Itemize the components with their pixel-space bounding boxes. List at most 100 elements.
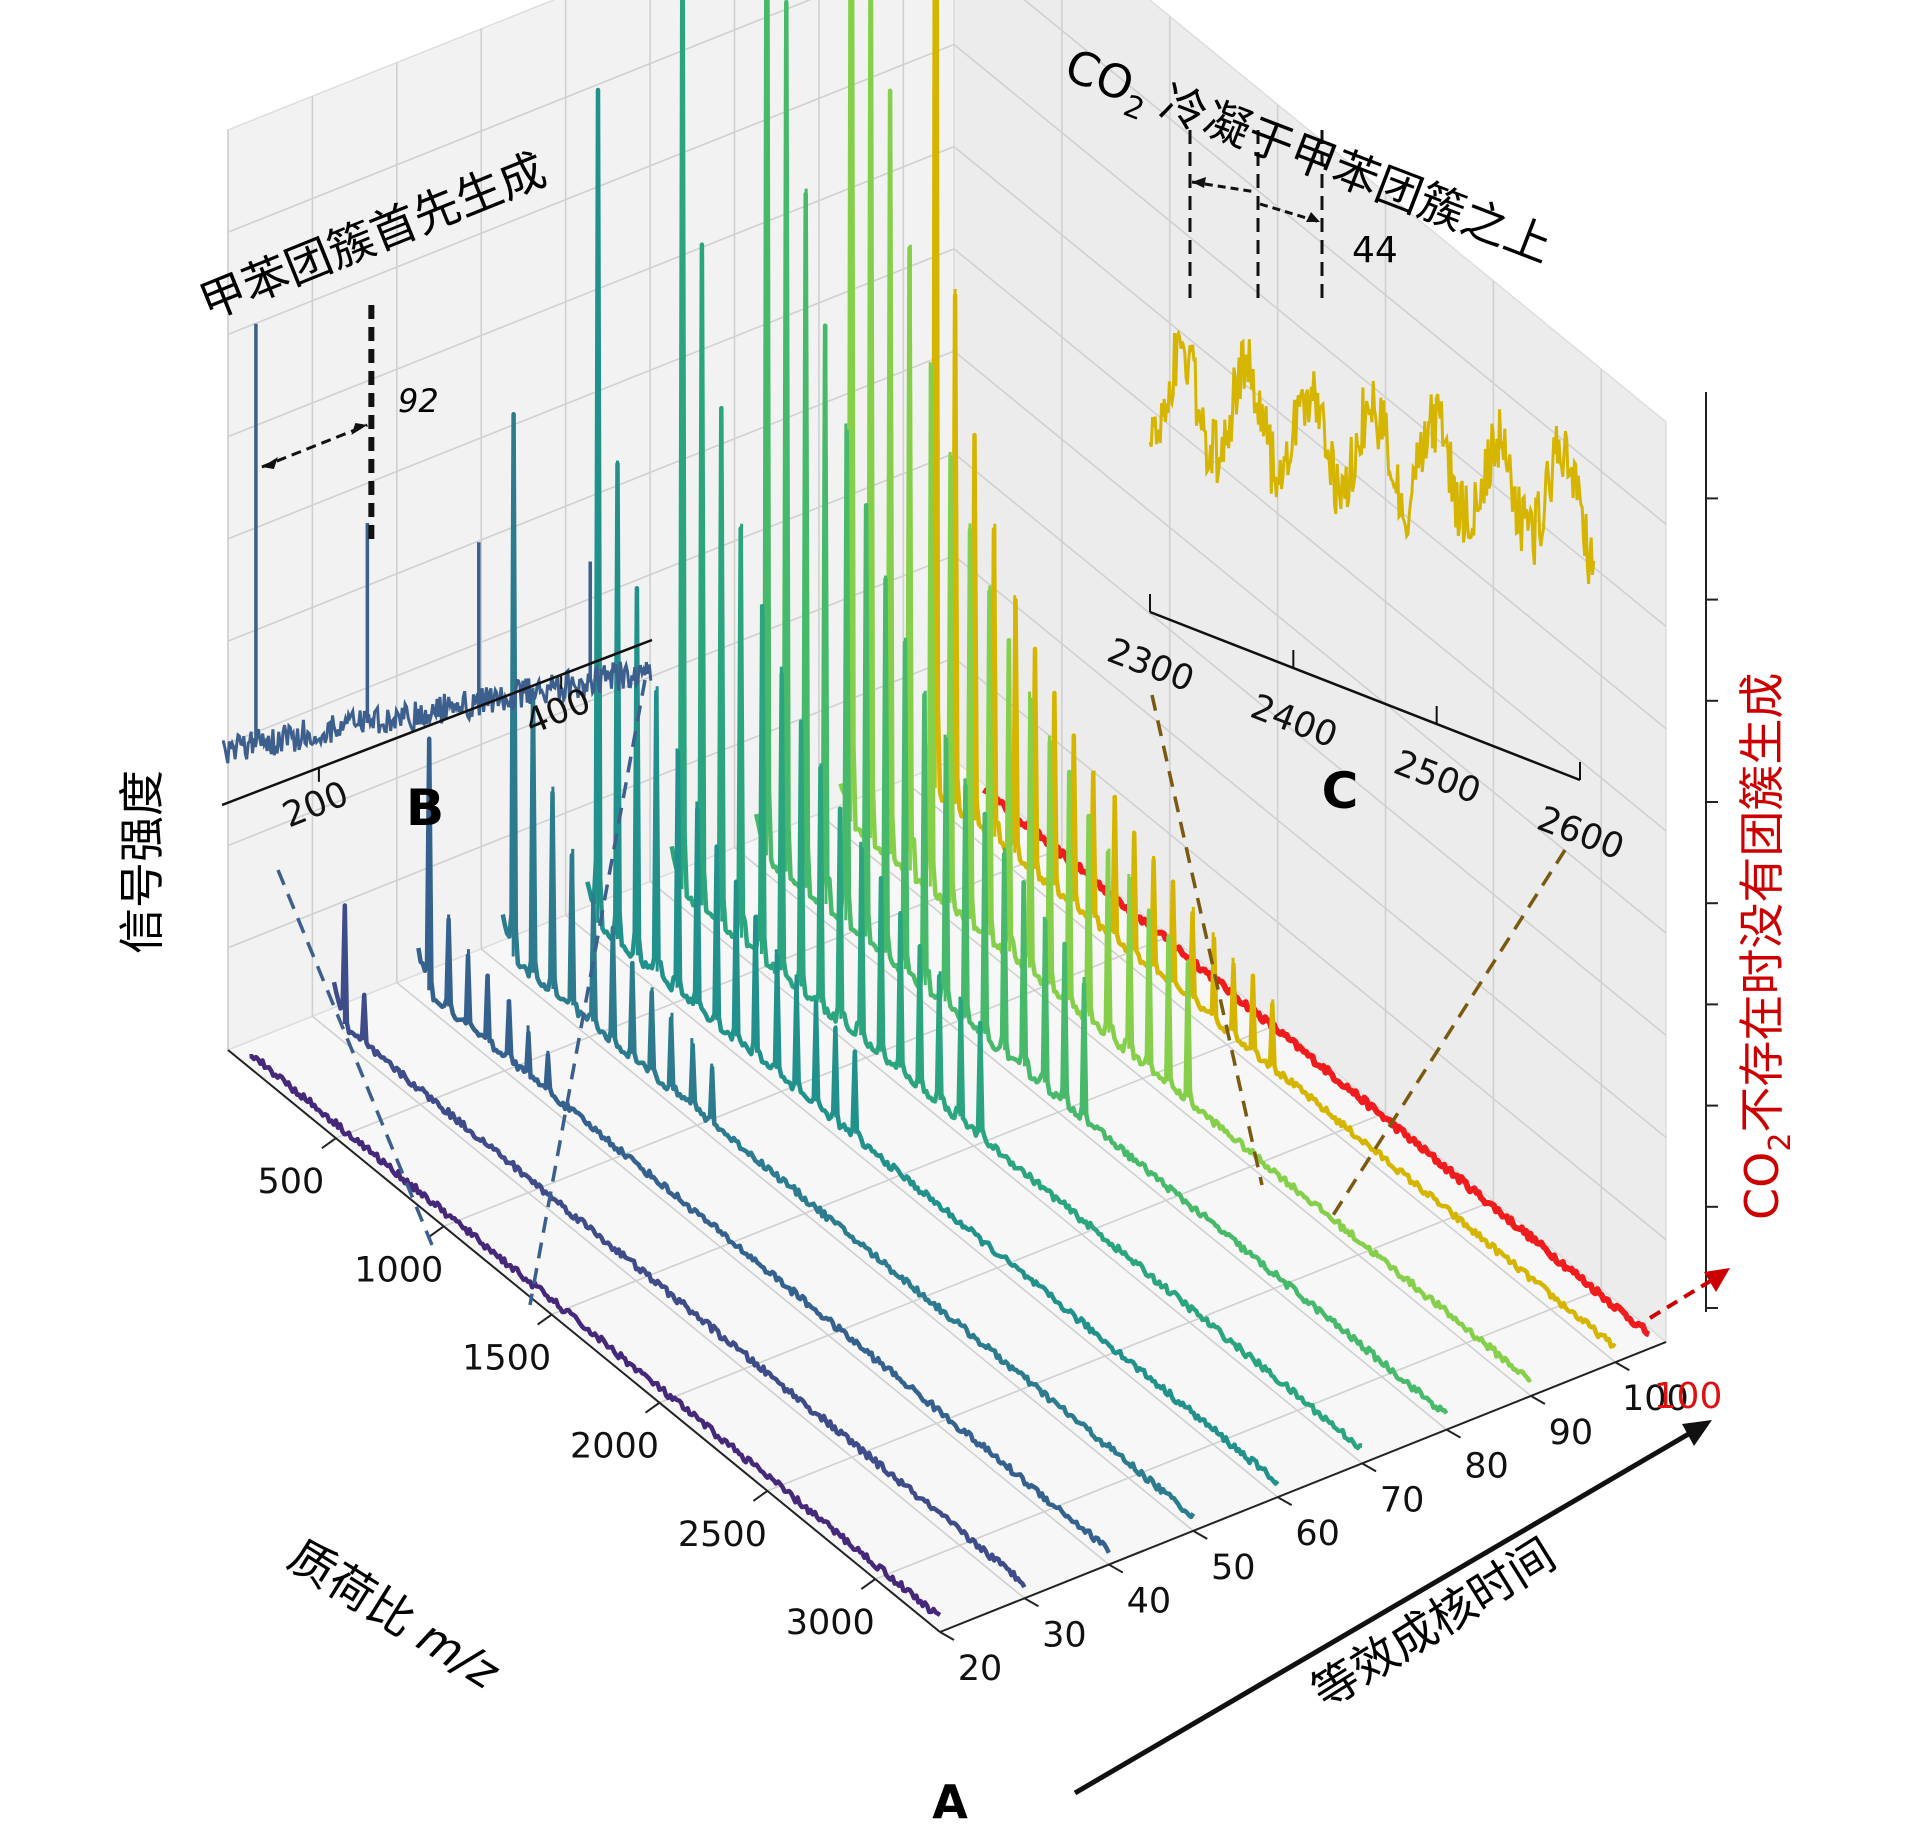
series-t100 — [922, 0, 1617, 1349]
spectrum-line — [249, 1053, 942, 1617]
inset-b-annotation: 92 — [398, 382, 439, 420]
red-annotation: CO2不存在时没有团簇生成 — [1735, 673, 1798, 1220]
gridline-floor — [396, 981, 1110, 1566]
spectrum-line — [500, 411, 1196, 1520]
gridline-left-pane — [227, 248, 955, 540]
series-t40 — [416, 736, 1111, 1554]
axis-ticks: 500 1000 1500 2000 2500 3000 20 30 40 50 60 70 80 90 1… — [227, 392, 1718, 1689]
inset-c-spectrum — [1148, 329, 1596, 584]
gridline-left-pane — [227, 145, 955, 438]
gridline-right-pane — [953, 146, 1667, 730]
series-t70 — [669, 0, 1363, 1451]
x-tick-label: 500 — [257, 1162, 324, 1202]
gridline-left-pane — [227, 0, 812, 233]
series-t30 — [331, 903, 1027, 1589]
y-tick-label: 80 — [1464, 1447, 1509, 1487]
inset-b-axis — [221, 638, 653, 807]
gridline-left-pane — [227, 43, 955, 336]
spectrum-line — [838, 0, 1533, 1383]
y-tick — [1446, 1428, 1462, 1439]
gridline-right-pane — [953, 350, 1667, 934]
y-tick — [1277, 1496, 1293, 1506]
y-tick — [939, 1631, 955, 1641]
gridline-floor — [311, 1015, 1025, 1599]
gridline-left-pane — [227, 554, 955, 847]
x-tick-label: 1000 — [354, 1250, 443, 1290]
y-tick-label: 30 — [1042, 1615, 1087, 1655]
x-tick — [860, 1578, 876, 1590]
x-tick — [429, 1225, 445, 1238]
panel-label-a: A — [932, 1775, 968, 1826]
x-tick — [644, 1401, 661, 1414]
x-axis-line — [227, 1049, 941, 1633]
gridline-right-pane — [953, 248, 1667, 832]
series-t90 — [838, 0, 1533, 1383]
spectrum-line — [585, 87, 1280, 1486]
z-axis-label: 信号强度 — [115, 770, 169, 954]
time-axis-arrowhead — [1682, 1420, 1712, 1446]
x-tick — [321, 1137, 337, 1149]
y-tick-label: 70 — [1380, 1480, 1425, 1520]
x-tick-label: 2000 — [570, 1427, 659, 1467]
x-tick — [752, 1490, 768, 1502]
red-dashed-arrow — [1648, 1278, 1714, 1320]
series-t60 — [585, 87, 1280, 1486]
gridline-floor — [659, 1111, 1386, 1404]
spectrum-line — [922, 0, 1617, 1349]
y-tick-label: 90 — [1549, 1413, 1594, 1453]
y-tick-label: 20 — [958, 1649, 1003, 1689]
gridline-left-pane — [227, 657, 955, 949]
spectrum-line — [669, 0, 1363, 1451]
time-axis-arrow — [1073, 1429, 1694, 1796]
inset-c-dimension-line — [1191, 180, 1257, 194]
y-axis-line — [939, 1341, 1667, 1633]
y-tick-label: 60 — [1295, 1514, 1340, 1554]
y-tick — [1614, 1361, 1630, 1372]
x-tick-label: 2500 — [678, 1515, 767, 1555]
inset-c-annotation: 44 — [1352, 230, 1398, 271]
inset-c-arrowhead — [1192, 177, 1206, 188]
y-tick — [1361, 1462, 1377, 1473]
y-tick-label: 40 — [1127, 1582, 1172, 1622]
series-t20 — [249, 1053, 942, 1617]
x-tick — [537, 1313, 553, 1326]
y-tick — [1108, 1563, 1124, 1574]
gridline-right-pane — [953, 452, 1667, 1036]
inset-b-dimension-line — [261, 423, 368, 469]
panel-label-c: C — [1322, 762, 1359, 820]
gridline-floor — [649, 880, 1363, 1465]
inset-c-arrowhead — [1306, 212, 1320, 222]
gridline-floor — [902, 779, 1616, 1363]
spectra-series — [249, 0, 1651, 1617]
gridline-floor — [767, 1200, 1494, 1492]
series-t50 — [500, 411, 1196, 1520]
series-t80 — [753, 0, 1449, 1415]
annotations — [1073, 1268, 1730, 1796]
gridline-floor — [443, 935, 1171, 1228]
y-tick — [1023, 1597, 1039, 1608]
y-axis-label: 等效成核时间 — [1302, 1527, 1565, 1719]
inset-b-connector — [528, 679, 647, 1306]
inset-b-arrowhead — [261, 457, 278, 469]
gridline-floor — [480, 948, 1194, 1532]
inset-b-arrowhead — [351, 423, 368, 435]
y-tick — [1530, 1395, 1546, 1405]
x-axis-label: 质荷比m/z — [279, 1529, 509, 1701]
inset-b-spectrum — [221, 659, 653, 764]
gridline-floor — [818, 813, 1532, 1397]
x-tick-label: 1500 — [462, 1339, 551, 1379]
inset-c-connector — [1328, 849, 1567, 1221]
gridline-right-pane — [953, 43, 1667, 628]
spectrum-line — [416, 736, 1111, 1554]
gridline-right-pane — [953, 554, 1667, 1139]
inset-c-connector — [1150, 694, 1264, 1186]
y-tick-label: 50 — [1211, 1548, 1256, 1588]
y-tick-label: 100 — [1622, 1379, 1689, 1419]
red-arrowhead — [1704, 1268, 1730, 1292]
y-tick — [1192, 1529, 1208, 1540]
gridline-right-pane — [1023, 0, 1667, 525]
inset-b-connector — [276, 869, 434, 1246]
x-tick-label: 3000 — [786, 1603, 875, 1643]
spectrum-line — [331, 903, 1027, 1589]
